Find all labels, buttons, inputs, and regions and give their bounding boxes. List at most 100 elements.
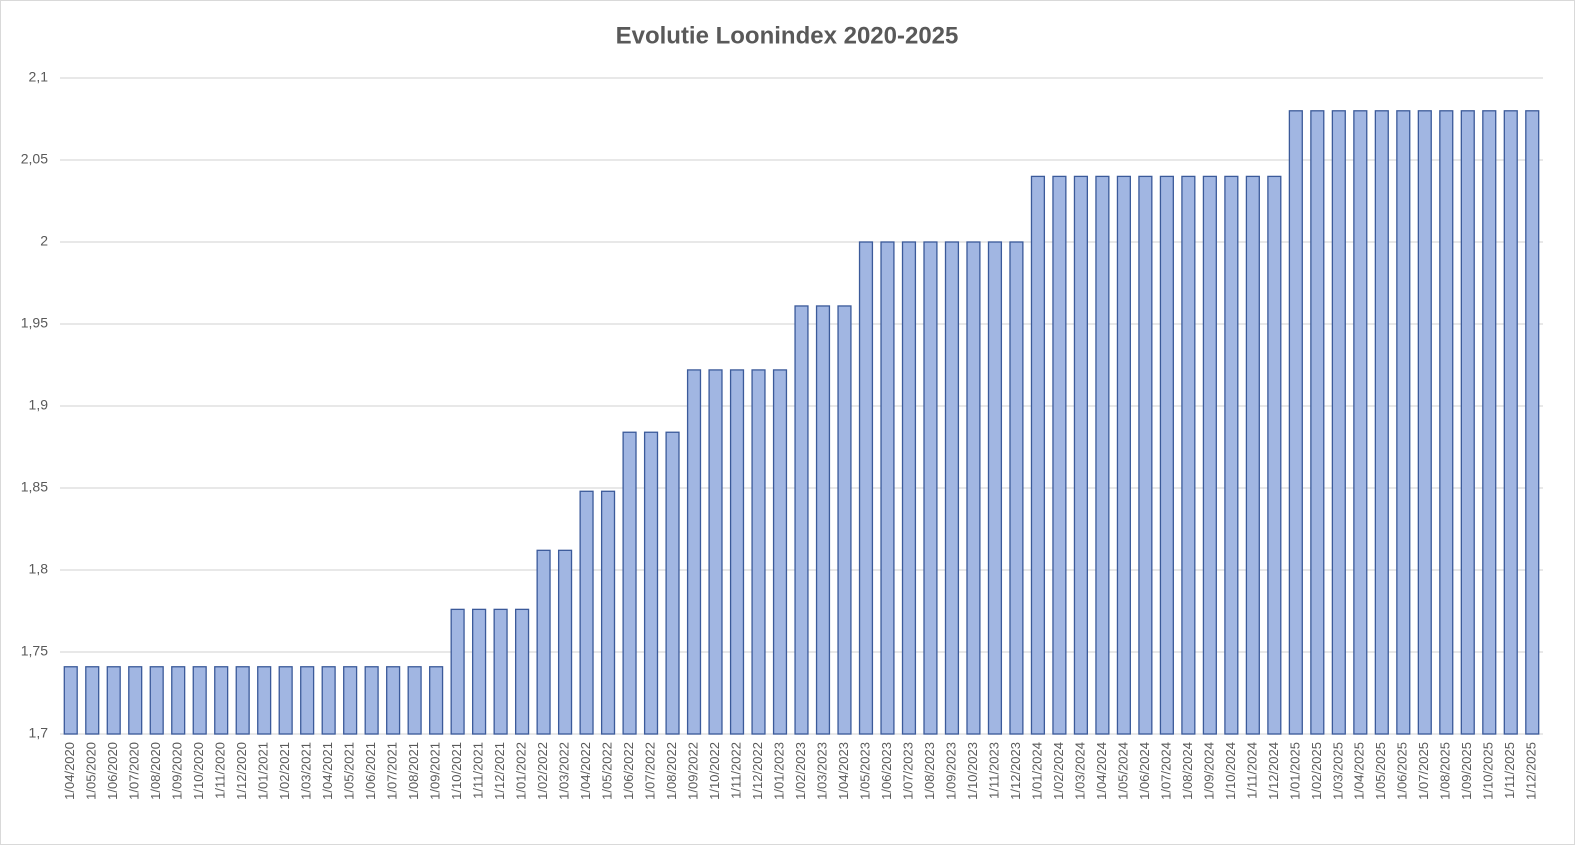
bar: [1288, 110, 1303, 735]
bar: [106, 666, 121, 735]
x-tick-label: 1/03/2021: [299, 742, 314, 800]
x-tick-label: 1/09/2023: [943, 742, 958, 800]
x-tick-label: 1/05/2025: [1373, 742, 1388, 800]
bar: [923, 241, 938, 735]
y-tick-label: 1,75: [21, 643, 48, 659]
bar: [987, 241, 1003, 735]
bar: [493, 608, 508, 735]
bar: [171, 666, 186, 735]
x-tick-label: 1/12/2022: [750, 742, 765, 800]
x-tick-label: 1/07/2020: [127, 742, 142, 800]
bar: [1009, 241, 1024, 735]
x-tick-label: 1/11/2022: [728, 742, 743, 799]
bar: [1503, 110, 1518, 735]
x-tick-label: 1/12/2020: [234, 742, 249, 800]
bar: [665, 431, 680, 735]
bar: [450, 608, 465, 735]
bar: [1202, 175, 1217, 735]
bar: [149, 666, 164, 735]
x-tick-label: 1/09/2022: [685, 742, 700, 800]
bar: [643, 431, 659, 735]
bar: [1331, 110, 1346, 735]
x-tick-label: 1/12/2021: [492, 742, 507, 800]
y-tick-label: 1,95: [21, 315, 48, 331]
bar: [128, 666, 143, 735]
x-tick-label: 1/11/2023: [986, 742, 1001, 799]
x-tick-label: 1/07/2021: [385, 742, 400, 800]
x-tick-label: 1/04/2025: [1352, 742, 1367, 800]
bar: [1374, 110, 1389, 735]
bar: [837, 305, 852, 735]
x-tick-label: 1/02/2024: [1051, 742, 1066, 800]
bar: [536, 549, 551, 735]
bar: [1224, 175, 1239, 735]
bar: [729, 369, 745, 735]
x-tick-label: 1/07/2024: [1158, 742, 1173, 800]
x-tick-label: 1/10/2022: [707, 742, 722, 800]
bar: [1073, 175, 1089, 735]
x-tick-label: 1/08/2023: [922, 742, 937, 800]
x-tick-label: 1/01/2023: [771, 742, 786, 800]
x-tick-label: 1/06/2022: [621, 742, 636, 800]
bar: [1116, 175, 1131, 735]
y-tick-label: 1,8: [29, 561, 49, 577]
bar: [966, 241, 981, 735]
x-tick-label: 1/06/2025: [1395, 742, 1410, 800]
x-tick-label: 1/11/2020: [213, 742, 228, 799]
x-tick-label: 1/04/2021: [320, 742, 335, 800]
bar: [192, 666, 207, 735]
bar: [1396, 110, 1411, 735]
bar: [1482, 110, 1497, 735]
x-tick-label: 1/12/2023: [1008, 742, 1023, 800]
x-tick-label: 1/02/2023: [793, 742, 808, 800]
x-tick-label: 1/06/2024: [1137, 742, 1152, 800]
bar: [1159, 175, 1174, 735]
bar: [1267, 175, 1282, 735]
bar: [944, 241, 960, 735]
y-tick-label: 2: [40, 233, 48, 249]
x-tick-label: 1/09/2024: [1201, 742, 1216, 800]
bar: [1353, 110, 1368, 735]
y-tick-label: 2,1: [29, 69, 49, 85]
bar: [472, 608, 487, 735]
bar: [429, 666, 444, 735]
x-tick-label: 1/02/2022: [535, 742, 550, 800]
bar: [1460, 110, 1475, 735]
x-tick-label: 1/07/2023: [900, 742, 915, 800]
bar: [1181, 175, 1196, 735]
bar: [579, 490, 594, 735]
y-tick-label: 2,05: [21, 151, 48, 167]
x-tick-label: 1/10/2025: [1481, 742, 1496, 800]
bar: [557, 549, 573, 735]
x-tick-label: 1/06/2021: [363, 742, 378, 800]
bar: [321, 666, 336, 735]
x-tick-label: 1/11/2021: [471, 742, 486, 799]
x-tick-label: 1/05/2022: [600, 742, 615, 800]
x-tick-label: 1/10/2020: [191, 742, 206, 800]
bar: [386, 666, 401, 735]
x-tick-label: 1/07/2022: [642, 742, 657, 800]
x-tick-label: 1/09/2021: [428, 742, 443, 800]
x-tick-label: 1/04/2023: [836, 742, 851, 800]
bar: [1138, 175, 1153, 735]
bar: [343, 666, 358, 735]
y-tick-label: 1,9: [29, 397, 49, 413]
bar: [772, 369, 788, 735]
x-tick-label: 1/08/2020: [148, 742, 163, 800]
bar: [600, 490, 616, 735]
x-tick-label: 1/01/2024: [1029, 742, 1044, 800]
bar: [63, 666, 78, 735]
x-tick-label: 1/06/2023: [879, 742, 894, 800]
x-tick-label: 1/08/2022: [664, 742, 679, 800]
bar: [257, 666, 272, 735]
x-tick-label: 1/04/2022: [578, 742, 593, 800]
x-tick-label: 1/05/2020: [84, 742, 99, 800]
x-tick-label: 1/08/2025: [1438, 742, 1453, 800]
x-tick-label: 1/01/2022: [514, 742, 529, 800]
bar: [514, 608, 530, 735]
bar: [1030, 175, 1046, 735]
bar: [214, 666, 229, 735]
bar: [1525, 110, 1540, 735]
bar: [1245, 175, 1260, 735]
